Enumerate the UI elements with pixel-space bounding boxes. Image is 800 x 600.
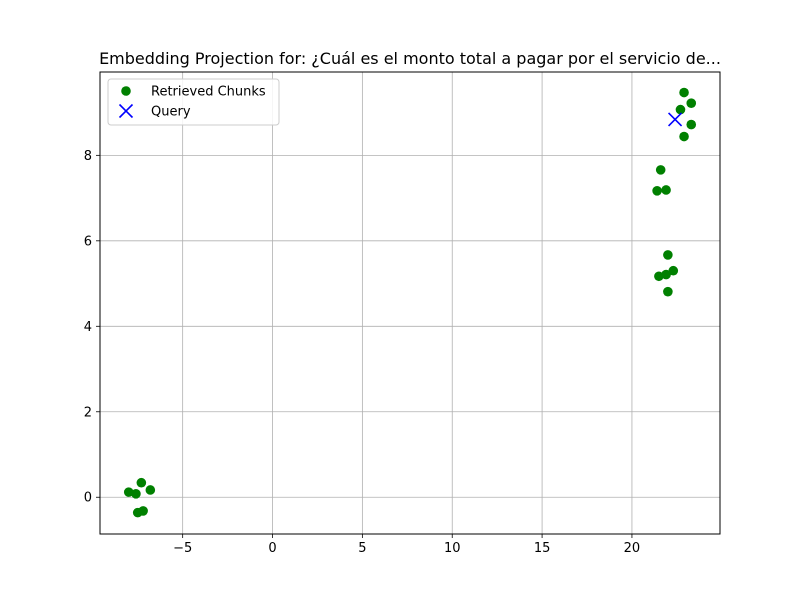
retrieved-chunks-point [679, 87, 689, 98]
legend-label-retrieved-chunks: Retrieved Chunks [151, 85, 266, 100]
legend-marker-query [118, 103, 134, 119]
y-tick-label: 6 [84, 234, 92, 249]
retrieved-chunks-point [655, 165, 666, 175]
retrieved-chunks-point [661, 269, 671, 280]
retrieved-chunks-point [686, 119, 697, 130]
x-tick-label: 5 [358, 541, 366, 556]
retrieved-chunks-point [652, 186, 662, 196]
retrieved-chunks-point [131, 489, 141, 499]
retrieved-chunks-point [663, 286, 673, 297]
x-tick-label: −5 [173, 541, 192, 556]
axis-ticks: −5 0 5 10 15 20 0 2 4 6 8 [84, 149, 640, 556]
plot-frame [99, 71, 721, 535]
retrieved-chunks-point [675, 104, 686, 115]
data-points [123, 87, 697, 518]
legend-marker-retrieved-chunks [121, 86, 131, 96]
x-tick-label: 20 [624, 541, 641, 556]
retrieved-chunks-point [663, 250, 673, 260]
x-tick-label: 10 [444, 541, 461, 556]
retrieved-chunks-point [679, 131, 689, 142]
chart-title: Embedding Projection for: ¿Cuál es el mo… [99, 49, 721, 68]
y-tick-label: 2 [84, 405, 92, 420]
y-tick-label: 4 [84, 320, 92, 335]
retrieved-chunks-point [136, 477, 147, 488]
retrieved-chunks-point [138, 506, 148, 516]
x-tick-label: 0 [268, 541, 276, 556]
y-tick-label: 8 [84, 149, 92, 164]
query-point [668, 112, 683, 127]
retrieved-chunks-point [668, 265, 679, 276]
legend-label-query: Query [151, 105, 191, 120]
legend-box [107, 78, 280, 126]
legend: Retrieved Chunks Query [107, 78, 280, 126]
x-tick-label: 15 [534, 541, 551, 556]
grid-lines [100, 72, 720, 534]
y-tick-label: 0 [84, 491, 92, 506]
retrieved-chunks-point [686, 98, 697, 108]
retrieved-chunks-point [145, 485, 156, 495]
retrieved-chunks-point [123, 487, 134, 497]
retrieved-chunks-point [654, 271, 664, 282]
retrieved-chunks-point [661, 185, 671, 195]
